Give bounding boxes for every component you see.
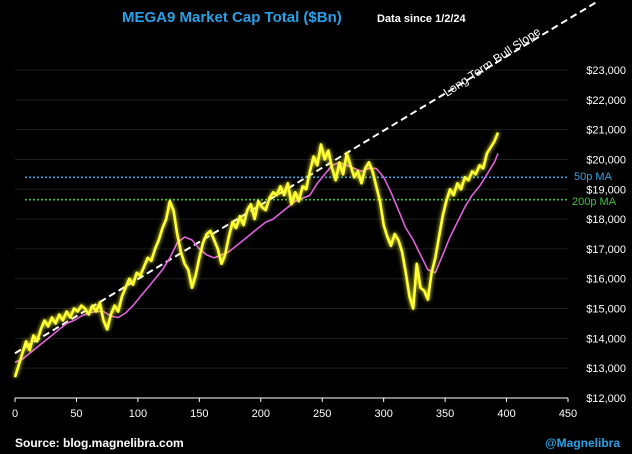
trend-line (14, 1, 598, 355)
reference-lines (25, 176, 568, 201)
x-tick-label: 150 (190, 408, 208, 420)
chart-subtitle: Data since 1/2/24 (377, 13, 467, 25)
series-group (13, 132, 500, 378)
x-tick-label: 400 (497, 408, 515, 420)
y-tick-label: $14,000 (586, 333, 626, 345)
handle-text: @Magnelibra (545, 436, 620, 450)
y-tick-label: $20,000 (586, 154, 626, 166)
y-tick-label: $18,000 (586, 214, 626, 226)
hline-label-50p: 50p MA (574, 171, 613, 183)
x-tick-label: 100 (129, 408, 147, 420)
y-axis-ticks: $12,000 $13,000 $14,000 $15,000 $16,000 $17,0… (586, 65, 626, 405)
market-cap-line (13, 132, 500, 378)
y-tick-label: $16,000 (586, 274, 626, 286)
y-tick-label: $12,000 (586, 393, 626, 405)
grid (15, 69, 568, 399)
y-tick-label: $19,000 (586, 184, 626, 196)
y-tick-label: $17,000 (586, 244, 626, 256)
y-tick-label: $22,000 (586, 95, 626, 107)
y-tick-label: $13,000 (586, 363, 626, 375)
chart-title: MEGA9 Market Cap Total ($Bn) (122, 9, 342, 26)
x-tick-label: 50 (70, 408, 82, 420)
source-text: Source: blog.magnelibra.com (15, 436, 184, 450)
x-tick-label: 300 (374, 408, 392, 420)
y-tick-label: $21,000 (586, 125, 626, 137)
x-axis-ticks: 0 50 100 150 200 250 300 350 400 450 (12, 398, 577, 420)
x-tick-label: 200 (252, 408, 270, 420)
x-tick-label: 0 (12, 408, 18, 420)
trend-line-group (14, 1, 598, 355)
x-tick-label: 350 (436, 408, 454, 420)
y-tick-label: $15,000 (586, 304, 626, 316)
x-tick-label: 250 (313, 408, 331, 420)
y-tick-label: $23,000 (586, 65, 626, 77)
x-tick-label: 450 (559, 408, 577, 420)
hline-label-200p: 200p MA (572, 196, 617, 208)
